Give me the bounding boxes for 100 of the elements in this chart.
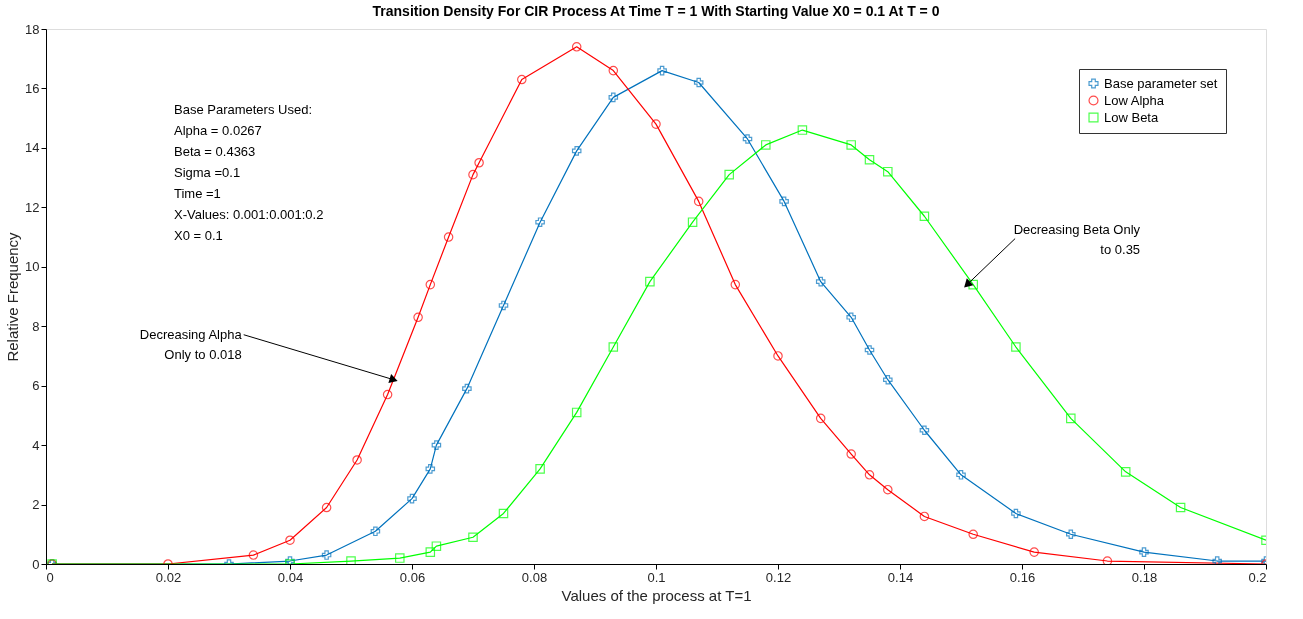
y-axis-title: Relative Frequency <box>4 231 22 362</box>
annotation: Decreasing Beta Only to 0.35 <box>1013 221 1141 257</box>
point <box>571 42 582 52</box>
point <box>693 196 704 207</box>
point <box>517 74 527 85</box>
point <box>693 77 704 88</box>
point <box>883 166 893 177</box>
x-tick-label: 0.18 <box>1131 569 1158 585</box>
point <box>797 125 808 135</box>
y-tick-label: 2 <box>32 497 40 513</box>
point <box>687 217 698 227</box>
point <box>443 232 454 242</box>
point <box>535 464 545 474</box>
point <box>968 529 978 540</box>
point <box>431 541 442 551</box>
point <box>608 92 619 103</box>
point <box>474 157 484 168</box>
chart-title: Transition Density For CIR Process At Time T = 1 With Starting Value X0 = 0.1 At T = 0 <box>372 3 940 19</box>
point <box>864 345 875 355</box>
legend-label: Low Beta <box>1104 109 1159 125</box>
point <box>761 140 771 150</box>
point <box>883 374 893 385</box>
y-tick-label: 16 <box>25 80 40 96</box>
x-tick-label: 0.04 <box>277 569 304 585</box>
point <box>773 351 783 361</box>
x-axis-title: Values of the process at T=1 <box>561 586 752 604</box>
point <box>1212 556 1222 564</box>
point <box>919 511 930 522</box>
point <box>883 484 893 495</box>
point <box>1029 547 1039 557</box>
x-tick-label: 0.16 <box>1009 569 1036 585</box>
point <box>321 502 332 513</box>
y-tick-label: 4 <box>32 437 40 453</box>
point <box>425 464 436 474</box>
point <box>346 556 356 564</box>
point <box>413 312 423 323</box>
point <box>468 169 478 180</box>
legend-label: Low Alpha <box>1104 92 1165 108</box>
point <box>1066 413 1076 424</box>
x-tick-label: 0.06 <box>399 569 426 585</box>
point <box>657 65 667 76</box>
point <box>724 169 734 180</box>
point <box>968 279 978 290</box>
point <box>1120 467 1131 477</box>
point <box>1139 547 1149 557</box>
point <box>608 342 619 352</box>
x-tick-label: 0.12 <box>765 569 792 585</box>
point <box>864 154 875 165</box>
point <box>535 217 545 227</box>
point <box>431 440 442 450</box>
point <box>956 470 966 480</box>
point <box>407 493 417 504</box>
y-tick-label: 12 <box>25 199 40 215</box>
point <box>370 526 381 537</box>
point <box>742 134 753 144</box>
point <box>571 407 582 418</box>
point <box>285 535 295 545</box>
point <box>1102 556 1113 564</box>
annotation: Base Parameters Used: Alpha = 0.0267 Beta = 0.4363 Sigma =0.1 Time =1 X-Values: 0.001:0.001:0.2 X0 = 0.1 <box>174 102 324 243</box>
point <box>730 279 741 290</box>
legend-label: Base parameter set <box>1104 75 1218 91</box>
point <box>425 547 436 557</box>
x-tick-label: 0.02 <box>155 569 182 585</box>
point <box>608 65 619 76</box>
y-tick-label: 10 <box>25 259 40 275</box>
point <box>846 312 856 323</box>
y-tick-label: 8 <box>32 318 40 334</box>
point <box>864 470 875 480</box>
x-tick-label: 0.08 <box>521 569 548 585</box>
point <box>651 119 661 129</box>
point <box>779 196 789 207</box>
point <box>846 140 856 150</box>
point <box>919 211 930 222</box>
point <box>815 413 826 424</box>
point <box>919 425 930 436</box>
point <box>1175 502 1186 513</box>
point <box>321 550 332 560</box>
point <box>395 553 405 563</box>
y-tick-label: 0 <box>32 556 40 572</box>
point <box>1011 342 1021 352</box>
point <box>1066 529 1076 540</box>
x-tick-label: 0.14 <box>887 569 914 585</box>
y-tick-label: 14 <box>25 140 40 156</box>
point <box>498 300 509 311</box>
point <box>1011 508 1021 519</box>
y-tick-label: 6 <box>32 378 40 394</box>
point <box>846 449 856 459</box>
point <box>352 455 362 465</box>
x-tick-label: 0.2 <box>1248 569 1267 585</box>
annotation: Decreasing Alpha Only to 0.018 <box>139 326 243 362</box>
point <box>248 550 259 560</box>
point <box>382 389 393 400</box>
point <box>815 276 826 287</box>
point <box>425 279 436 290</box>
point <box>571 146 582 156</box>
point <box>468 532 478 543</box>
point <box>462 383 472 394</box>
y-tick-label: 18 <box>25 21 40 37</box>
point <box>645 276 655 287</box>
point <box>498 508 509 519</box>
